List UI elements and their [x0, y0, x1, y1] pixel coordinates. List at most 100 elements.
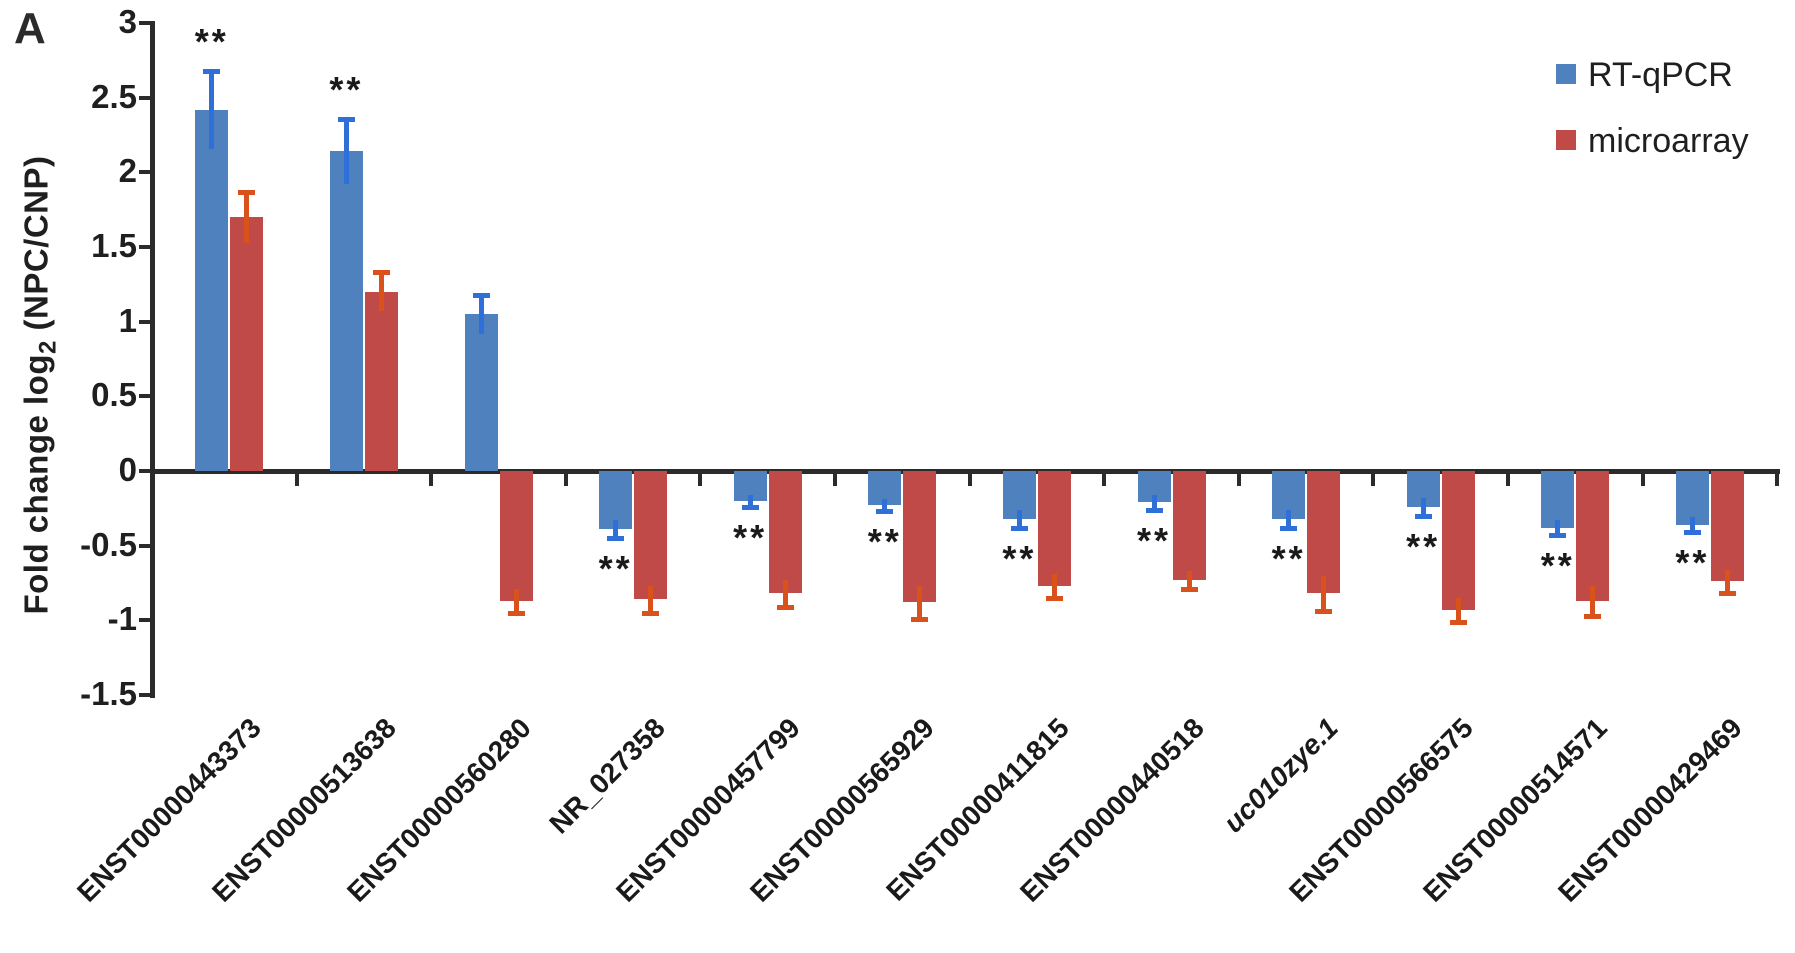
- rt-qpcr-error-cap-5: [876, 509, 894, 515]
- microarray-bar-9: [1441, 471, 1475, 610]
- rt-qpcr-error-cap-11: [1683, 530, 1701, 536]
- rt-qpcr-bar-3: [599, 471, 633, 530]
- x-axis-tick: [967, 474, 972, 486]
- rt-qpcr-error-cap-7: [1145, 507, 1163, 513]
- microarray-error-bar-3: [648, 585, 654, 613]
- x-axis-tick: [1236, 474, 1241, 486]
- microarray-bar-11: [1710, 471, 1744, 582]
- y-axis-tick: [139, 469, 150, 473]
- microarray-bar-1: [364, 291, 398, 471]
- microarray-error-cap-1: [372, 270, 390, 276]
- y-axis-tick: [139, 319, 150, 324]
- legend-label-rt-qpcr: RT-qPCR: [1588, 56, 1733, 94]
- microarray-error-bar-0: [244, 191, 250, 243]
- legend-swatch-microarray: [1556, 130, 1576, 150]
- microarray-error-bar-2: [513, 588, 519, 613]
- rt-qpcr-error-cap-3: [607, 536, 625, 542]
- rt-qpcr-error-cap-1: [337, 116, 355, 122]
- rt-qpcr-error-cap-0: [203, 68, 221, 74]
- microarray-error-cap-11: [1718, 591, 1736, 597]
- microarray-error-cap-2: [507, 610, 525, 616]
- x-axis-tick: [1775, 474, 1780, 486]
- microarray-error-cap-4: [776, 604, 794, 610]
- rt-qpcr-error-bar-10: [1555, 520, 1561, 536]
- y-axis-tick-label: -0.5: [80, 525, 137, 563]
- microarray-error-bar-1: [378, 272, 384, 312]
- significance-marker-0: **: [194, 20, 229, 62]
- significance-marker-1: **: [329, 68, 364, 110]
- x-axis-line: [150, 469, 1781, 474]
- rt-qpcr-error-bar-0: [209, 70, 215, 149]
- significance-marker-8: **: [1271, 537, 1306, 579]
- microarray-bar-7: [1172, 471, 1206, 580]
- microarray-error-cap-0: [238, 189, 256, 195]
- rt-qpcr-bar-2: [464, 314, 498, 471]
- x-axis-tick: [833, 474, 837, 486]
- panel-label: A: [14, 4, 46, 53]
- y-axis-title-subscript: 2: [34, 340, 62, 355]
- significance-marker-11: **: [1675, 542, 1710, 584]
- microarray-error-bar-11: [1724, 569, 1730, 594]
- y-axis-tick: [139, 618, 150, 623]
- rt-qpcr-bar-11: [1675, 471, 1709, 525]
- x-axis-tick: [1506, 474, 1510, 486]
- microarray-error-bar-10: [1590, 585, 1596, 616]
- significance-marker-7: **: [1136, 519, 1172, 561]
- rt-qpcr-error-cap-10: [1549, 533, 1567, 539]
- microarray-bar-2: [499, 471, 533, 601]
- x-axis-tick: [698, 474, 703, 486]
- y-axis-tick: [139, 394, 150, 399]
- y-axis-tick: [139, 95, 150, 100]
- rt-qpcr-error-bar-5: [882, 499, 888, 512]
- rt-qpcr-error-cap-4: [741, 504, 759, 510]
- legend-label-microarray: microarray: [1588, 122, 1749, 160]
- rt-qpcr-error-bar-4: [747, 494, 753, 507]
- microarray-bar-4: [768, 471, 802, 594]
- rt-qpcr-error-cap-9: [1414, 513, 1432, 519]
- microarray-bar-8: [1307, 471, 1341, 594]
- rt-qpcr-error-bar-6: [1016, 509, 1022, 528]
- rt-qpcr-error-bar-9: [1420, 497, 1426, 516]
- microarray-error-bar-6: [1051, 574, 1057, 598]
- microarray-error-cap-3: [642, 610, 660, 616]
- microarray-error-bar-8: [1321, 575, 1327, 612]
- y-axis-tick-label: 1.5: [91, 227, 137, 265]
- significance-marker-4: **: [733, 516, 768, 558]
- rt-qpcr-bar-1: [329, 151, 363, 471]
- x-axis-tick: [1371, 474, 1376, 486]
- rt-qpcr-error-bar-11: [1689, 517, 1695, 533]
- y-axis-tick: [139, 21, 150, 26]
- rt-qpcr-error-bar-3: [613, 520, 619, 539]
- microarray-bar-3: [634, 471, 668, 600]
- legend-swatch-rt-qpcr: [1556, 64, 1576, 84]
- significance-marker-3: **: [598, 548, 633, 590]
- rt-qpcr-bar-10: [1541, 471, 1575, 528]
- x-axis-tick: [1102, 474, 1107, 486]
- y-axis-tick-label: -1: [107, 600, 137, 638]
- rt-qpcr-bar-0: [195, 109, 229, 471]
- y-axis-tick: [139, 245, 150, 250]
- y-axis-tick-label: 3: [118, 3, 137, 41]
- microarray-error-cap-9: [1449, 619, 1467, 625]
- significance-marker-10: **: [1540, 545, 1575, 587]
- microarray-error-cap-7: [1180, 586, 1198, 592]
- y-axis-tick-label: 1: [118, 301, 137, 339]
- x-axis-tick: [563, 474, 568, 486]
- x-axis-category-label-3: NR_027358: [543, 712, 672, 840]
- rt-qpcr-error-bar-8: [1286, 509, 1292, 528]
- y-axis-line: [150, 21, 155, 698]
- microarray-error-bar-9: [1455, 597, 1461, 622]
- y-axis-tick-label: 0: [118, 451, 137, 488]
- microarray-error-bar-5: [917, 585, 923, 619]
- y-axis-tick: [139, 692, 150, 697]
- significance-marker-9: **: [1406, 525, 1441, 567]
- x-axis-tick: [429, 474, 434, 486]
- y-axis-tick: [139, 170, 150, 175]
- y-axis-tick-label: -1.5: [80, 674, 137, 712]
- x-axis-tick: [294, 474, 299, 486]
- significance-marker-5: **: [867, 521, 902, 563]
- microarray-error-bar-4: [782, 579, 788, 607]
- rt-qpcr-error-cap-6: [1010, 525, 1028, 531]
- microarray-error-cap-10: [1584, 613, 1602, 619]
